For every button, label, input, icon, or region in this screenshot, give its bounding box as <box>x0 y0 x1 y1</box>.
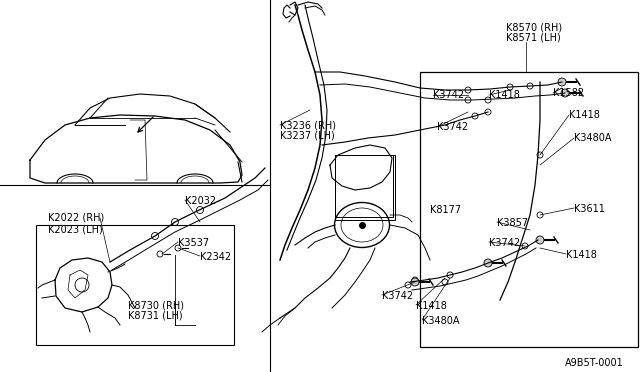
Text: K1418: K1418 <box>489 90 520 100</box>
Text: K8570 (RH): K8570 (RH) <box>506 22 562 32</box>
Circle shape <box>411 278 419 286</box>
Text: K2032: K2032 <box>185 196 216 206</box>
Text: K2023 (LH): K2023 (LH) <box>48 224 103 234</box>
Bar <box>335 155 393 217</box>
Circle shape <box>561 89 569 97</box>
Bar <box>420 72 638 347</box>
Text: K2342: K2342 <box>200 252 231 262</box>
Text: K1582: K1582 <box>553 88 584 98</box>
Text: K1418: K1418 <box>416 301 447 311</box>
Bar <box>335 155 395 220</box>
Bar <box>36 225 234 345</box>
Text: K3236 (RH): K3236 (RH) <box>280 120 336 130</box>
Text: K3742: K3742 <box>382 291 413 301</box>
Text: K1418: K1418 <box>569 110 600 120</box>
Text: K3237 (LH): K3237 (LH) <box>280 131 335 141</box>
Text: K8730 (RH): K8730 (RH) <box>128 300 184 310</box>
Text: K8571 (LH): K8571 (LH) <box>506 32 561 42</box>
Text: K3537: K3537 <box>178 238 209 248</box>
Text: K8177: K8177 <box>430 205 461 215</box>
Text: K3742: K3742 <box>433 90 464 100</box>
Text: K1418: K1418 <box>566 250 597 260</box>
Text: K2022 (RH): K2022 (RH) <box>48 213 104 223</box>
Circle shape <box>558 78 566 86</box>
Text: K3742: K3742 <box>489 238 520 248</box>
Text: K8731 (LH): K8731 (LH) <box>128 311 182 321</box>
Text: A9B5T-0001: A9B5T-0001 <box>565 358 624 368</box>
Text: K3480A: K3480A <box>574 133 611 143</box>
Circle shape <box>484 259 492 267</box>
Text: K3857: K3857 <box>497 218 528 228</box>
Circle shape <box>536 236 544 244</box>
Text: K3611: K3611 <box>574 204 605 214</box>
Text: K3742: K3742 <box>437 122 468 132</box>
Text: K3480A: K3480A <box>422 316 460 326</box>
